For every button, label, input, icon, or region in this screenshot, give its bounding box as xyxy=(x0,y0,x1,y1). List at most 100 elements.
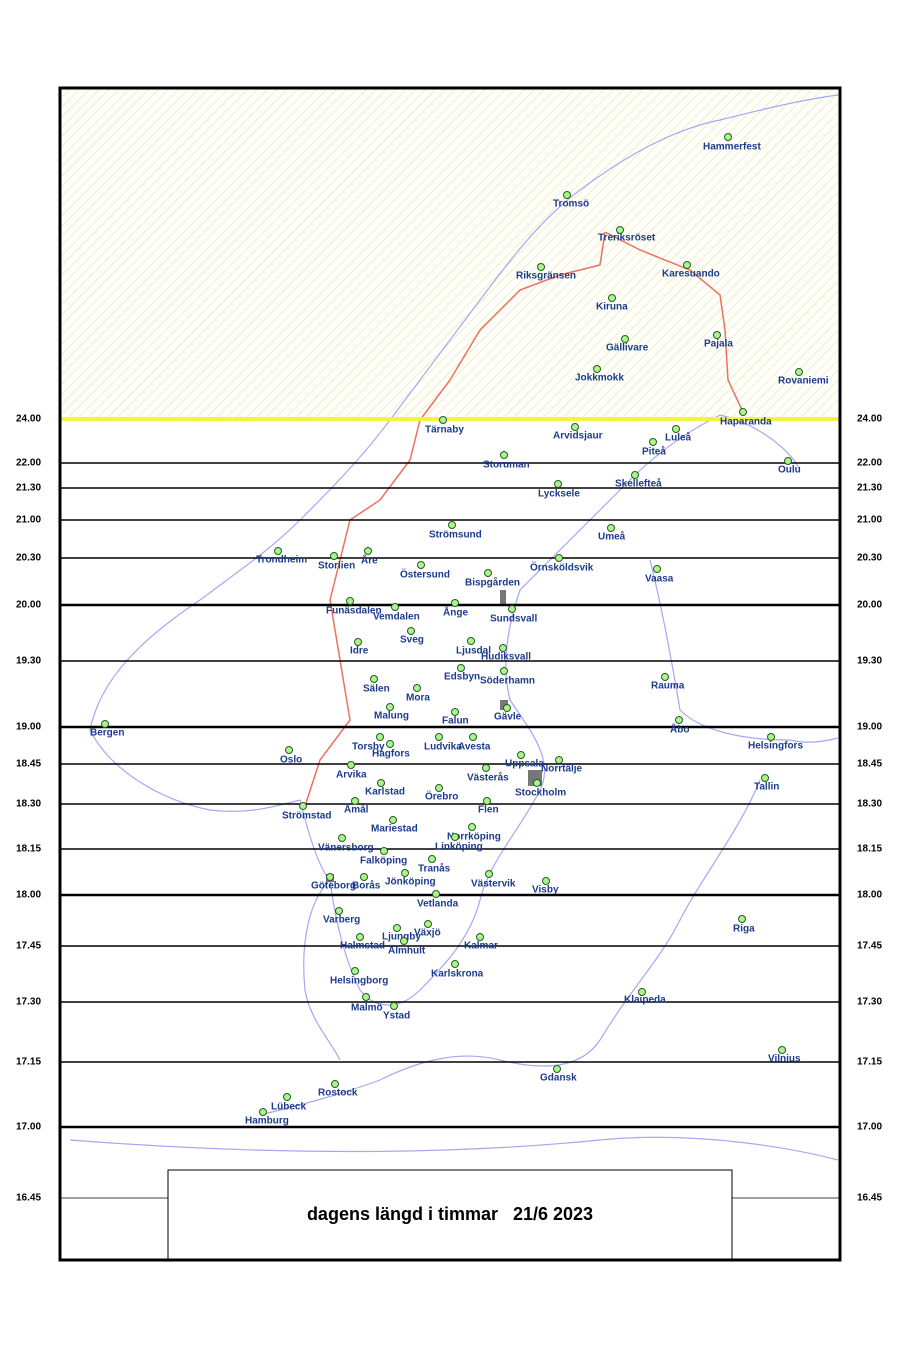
day-length-label: 17.15 xyxy=(16,1057,41,1068)
city-dot xyxy=(672,425,680,433)
city-dot xyxy=(621,335,629,343)
city-dot xyxy=(508,605,516,613)
city-dot xyxy=(476,933,484,941)
city-dot xyxy=(285,746,293,754)
city-dot xyxy=(554,480,562,488)
day-length-label: 18.15 xyxy=(16,844,41,855)
day-length-label: 20.00 xyxy=(857,600,882,611)
city-label: Lycksele xyxy=(538,489,580,500)
city-label: Åre xyxy=(361,554,378,567)
city-label: Tromsö xyxy=(553,199,589,210)
city-dot xyxy=(393,924,401,932)
city-dot xyxy=(482,764,490,772)
city-label: Kalmar xyxy=(464,941,498,952)
city-label: Älmhult xyxy=(388,944,426,957)
city-dot xyxy=(335,907,343,915)
city-dot xyxy=(485,870,493,878)
city-label: Arvidsjaur xyxy=(553,431,603,442)
city-dot xyxy=(503,704,511,712)
city-dot xyxy=(424,920,432,928)
day-length-label: 24.00 xyxy=(857,414,882,425)
city-label: Vemdalen xyxy=(373,612,420,623)
city-label: Visby xyxy=(532,885,559,896)
city-dot xyxy=(533,779,541,787)
city-dot xyxy=(370,675,378,683)
city-label: Östersund xyxy=(400,568,450,581)
city-label: Funäsdalen xyxy=(326,606,382,617)
day-length-label: 19.30 xyxy=(16,656,41,667)
city-dot xyxy=(347,761,355,769)
city-label: Piteå xyxy=(642,446,666,458)
city-dot xyxy=(451,833,459,841)
city-dot xyxy=(274,547,282,555)
city-dot xyxy=(457,664,465,672)
city-label: Pajala xyxy=(704,339,733,350)
day-length-label: 18.30 xyxy=(857,799,882,810)
city-dot xyxy=(356,933,364,941)
city-label: Vetlanda xyxy=(417,899,459,910)
city-label: Tranås xyxy=(418,863,451,875)
city-dot xyxy=(555,756,563,764)
city-label: Flen xyxy=(478,805,499,816)
city-label: Storuman xyxy=(483,460,530,471)
city-label: Västervik xyxy=(471,879,516,890)
cities: Hammerfest Tromsö Treriksröset Karesuando Ri… xyxy=(90,133,829,1127)
city-label: Skellefteå xyxy=(615,478,662,490)
city-label: Kiruna xyxy=(596,302,628,313)
city-dot xyxy=(467,637,475,645)
day-length-label: 20.30 xyxy=(16,553,41,564)
map-frame xyxy=(58,86,842,1262)
city-label: Gällivare xyxy=(606,343,649,354)
city-dot xyxy=(386,740,394,748)
city-label: Jokkmokk xyxy=(575,373,624,384)
day-length-label: 18.15 xyxy=(857,844,882,855)
city-dot xyxy=(451,960,459,968)
city-dot xyxy=(390,1002,398,1010)
day-length-label: 24.00 xyxy=(16,414,41,425)
city-dot xyxy=(469,733,477,741)
city-label: Falun xyxy=(442,716,469,727)
city-label: Malmö xyxy=(351,1003,383,1014)
city-label: Karlskrona xyxy=(431,969,484,980)
city-dot xyxy=(631,471,639,479)
city-dot xyxy=(563,191,571,199)
city-dot xyxy=(376,733,384,741)
city-label: Luleå xyxy=(665,432,692,444)
city-dot xyxy=(326,873,334,881)
city-label: Trondheim xyxy=(256,555,307,566)
day-length-label: 17.00 xyxy=(16,1122,41,1133)
city-label: Västerås xyxy=(467,772,509,784)
day-length-label: 17.45 xyxy=(16,941,41,952)
city-label: Strömsund xyxy=(429,530,482,541)
city-label: Strömstad xyxy=(282,811,331,822)
city-dot xyxy=(330,552,338,560)
day-length-label: 18.30 xyxy=(16,799,41,810)
city-dot xyxy=(608,294,616,302)
day-length-label: 16.45 xyxy=(857,1193,882,1204)
city-dot xyxy=(778,1046,786,1054)
city-label: Söderhamn xyxy=(480,676,535,687)
city-label: Riga xyxy=(733,924,755,935)
city-label: Torsby xyxy=(352,742,385,753)
city-label: Ljusdal xyxy=(456,646,491,657)
city-dot xyxy=(346,597,354,605)
city-label: Göteborg xyxy=(311,881,356,892)
city-label: Borås xyxy=(352,880,381,892)
day-length-label: 19.30 xyxy=(857,656,882,667)
city-dot xyxy=(283,1093,291,1101)
day-length-label: 17.30 xyxy=(857,997,882,1008)
day-length-label: 21.00 xyxy=(857,515,882,526)
coastlines xyxy=(69,94,839,1161)
city-label: Norrtälje xyxy=(541,764,583,775)
city-dot xyxy=(616,226,624,234)
city-dot xyxy=(653,565,661,573)
city-dot xyxy=(380,847,388,855)
city-dot xyxy=(417,561,425,569)
city-dot xyxy=(555,554,563,562)
city-dot xyxy=(401,869,409,877)
city-dot xyxy=(389,816,397,824)
city-dot xyxy=(483,797,491,805)
city-dot xyxy=(784,457,792,465)
city-label: Norrköping xyxy=(447,832,501,843)
